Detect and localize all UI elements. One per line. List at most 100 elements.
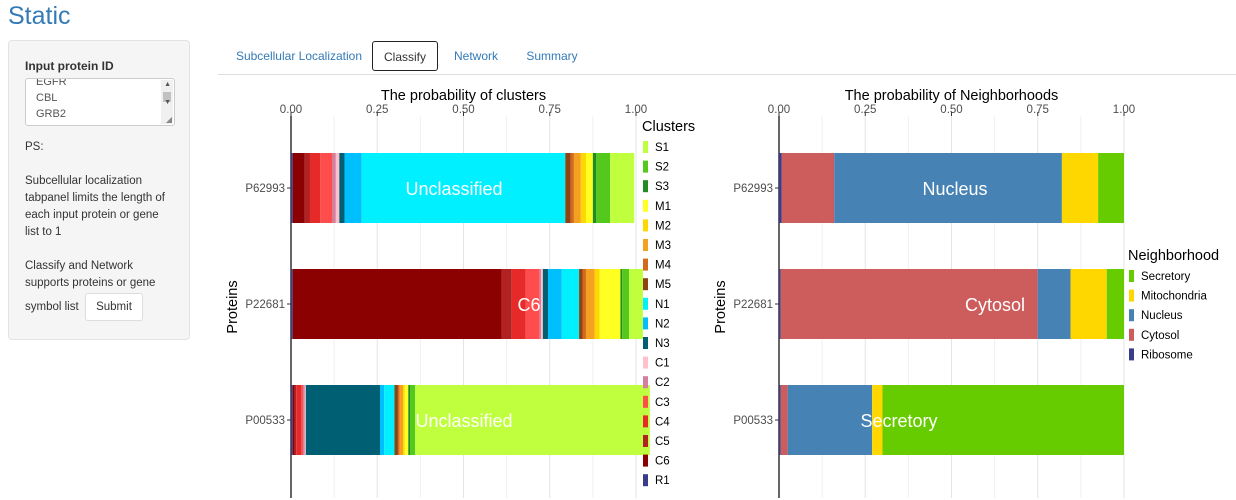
legend-key-c4: [643, 415, 648, 428]
note-localization-line: each input protein or gene: [25, 209, 159, 221]
bar-segment-n3: [542, 269, 549, 339]
legend-title: Neighborhood: [1128, 248, 1219, 264]
bar-segment-c3: [301, 385, 304, 455]
bar-segment-c3: [320, 153, 333, 223]
bar-segment-n1: [384, 385, 395, 455]
legend-label: Cytosol: [1141, 330, 1179, 342]
legend-key-m1: [643, 199, 648, 212]
bar-segment-secretory: [1106, 269, 1124, 339]
bar-segment-c2: [539, 269, 542, 339]
bar-segment-c5: [294, 385, 297, 455]
legend-key-c1: [643, 356, 648, 369]
ps-label: PS:: [25, 141, 44, 153]
bar-segment-n1: [361, 153, 566, 223]
bar-label: Secretory: [860, 411, 937, 431]
y-axis-title: Proteins: [225, 280, 241, 333]
bar-segment-cytosol: [781, 153, 835, 223]
legend-key-ribosome: [1129, 348, 1134, 361]
legend-label: N1: [655, 299, 670, 311]
legend-key-m5: [643, 278, 648, 291]
bar-segment-r1: [291, 385, 293, 455]
legend-label: C3: [655, 397, 670, 409]
bar-segment-mitochondria: [1070, 269, 1107, 339]
legend-label: M2: [655, 220, 671, 232]
legend-label: C6: [655, 456, 670, 468]
note-classify-line: symbol list: [25, 301, 79, 313]
bar-segment-c3: [525, 269, 540, 339]
bar-segment-mitochondria: [872, 385, 883, 455]
clusters-probability-chart: The probability of clusters 0.00 0.25 0.50 0…: [225, 88, 695, 498]
note-classify-line: supports proteins or gene: [25, 277, 156, 289]
bar-segment-m4: [582, 269, 586, 339]
bar-segment-s1: [610, 153, 635, 223]
protein-id-textarea[interactable]: EGFR CBL GRB2 ▲ ▼ ◢: [25, 78, 175, 126]
legend-key-c5: [643, 435, 648, 447]
legend-key-m3: [643, 239, 648, 251]
bar-segment-s3: [592, 153, 597, 223]
bar-segment-s1: [629, 269, 643, 339]
bar-segment-c6: [292, 269, 502, 339]
bar-segment-m3: [585, 269, 595, 339]
submit-button[interactable]: Submit: [85, 293, 143, 321]
bar-segment-c4: [309, 153, 321, 223]
bar-segment-m5: [579, 269, 583, 339]
tab-subcellular-localization[interactable]: Subcellular Localization: [235, 49, 363, 63]
legend-key-c3: [643, 395, 648, 408]
tab-network[interactable]: Network: [453, 49, 498, 63]
tab-summary[interactable]: Summary: [526, 49, 578, 63]
scrollbar-thumb[interactable]: [163, 92, 171, 102]
resize-grip-icon[interactable]: ◢: [165, 115, 172, 124]
legend-label: N3: [655, 338, 670, 350]
bar-segment-m1: [585, 153, 593, 223]
bar-segment-nucleus: [834, 153, 1062, 223]
tab-classify[interactable]: Classify: [372, 41, 438, 71]
note-classify-line: Classify and Network: [25, 260, 134, 272]
bar-segment-ribosome: [779, 153, 782, 223]
x-tick-label: 0.00: [768, 104, 790, 116]
legend-label: M5: [655, 279, 671, 291]
x-tick-label: 0.25: [854, 104, 876, 116]
tab-bar: Subcellular Localization Classify Networ…: [218, 40, 1236, 75]
note-localization-line: list to 1: [25, 226, 62, 238]
y-tick-label: P00533: [245, 415, 285, 427]
legend-label: C5: [655, 436, 670, 448]
textarea-scrollbar[interactable]: [161, 80, 173, 124]
bar-segment-c4: [511, 269, 526, 339]
x-tick-label: 0.25: [366, 104, 388, 116]
bar-segment-s2: [596, 153, 611, 223]
bar-segment-cytosol: [780, 269, 1038, 339]
legend-key-m4: [643, 258, 648, 271]
legend-label: M1: [655, 201, 671, 213]
scroll-down-icon[interactable]: ▼: [164, 99, 171, 106]
legend-key-mitochondria: [1129, 289, 1134, 302]
legend-key-c2: [643, 376, 648, 389]
legend-label: Ribosome: [1141, 349, 1193, 361]
note-localization-line: Subcellular localization: [25, 175, 142, 187]
bar-segment-s3: [620, 269, 623, 339]
y-tick-label: P00533: [733, 415, 773, 427]
scroll-up-icon[interactable]: ▲: [164, 81, 171, 88]
bar-segment-s1: [415, 385, 650, 455]
bar-segment-s3: [408, 385, 411, 455]
chart-title: The probability of clusters: [381, 88, 546, 104]
x-tick-label: 0.75: [539, 104, 561, 116]
bar-segment-m4: [397, 385, 400, 455]
legend-title: Clusters: [642, 119, 695, 135]
bar-segment-r1: [291, 153, 293, 223]
bar-segment-c1: [335, 153, 340, 223]
legend-key-n2: [643, 317, 648, 330]
bar-label: Unclassified: [415, 411, 512, 431]
x-tick-label: 0.50: [940, 104, 962, 116]
bar-segment-m2: [403, 385, 405, 455]
bar-segment-mitochondria: [1061, 153, 1099, 223]
bar-label: C6: [517, 295, 540, 315]
bar-segment-ribosome: [779, 385, 781, 455]
bar-segment-m2: [594, 269, 600, 339]
bar-segment-c6: [292, 385, 295, 455]
legend-key-secretory: [1129, 270, 1134, 282]
legend-label: Nucleus: [1141, 310, 1183, 322]
bar-segment-c4: [296, 385, 302, 455]
legend-label: M4: [655, 260, 672, 272]
bar-segment-m2: [580, 153, 586, 223]
x-tick-label: 0.00: [280, 104, 302, 116]
